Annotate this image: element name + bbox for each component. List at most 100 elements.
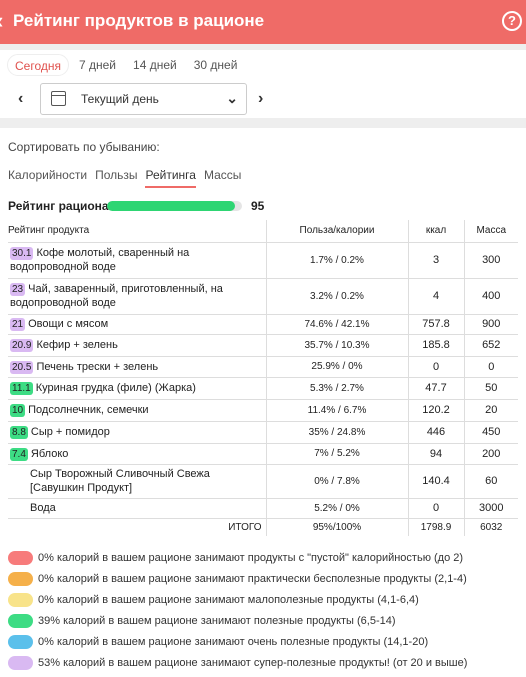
table-row: 20.5 Печень трески + зелень 25.9% / 0% 0 0 <box>8 355 518 377</box>
mass-cell: 60 <box>463 463 518 498</box>
kcal-cell: 3 <box>407 241 464 278</box>
diet-rating-fill <box>107 201 236 211</box>
rating-badge: 11.1 <box>10 382 33 395</box>
next-period-button[interactable]: › <box>258 90 264 107</box>
calendar-icon <box>51 91 66 106</box>
kcal-cell: 94 <box>407 442 464 464</box>
product-cell: 7.4 Яблоко <box>8 442 266 464</box>
app-header: ‹ Рейтинг продуктов в рационе ? <box>0 0 526 44</box>
legend-text: 0% калорий в вашем рационе занимают очен… <box>38 636 429 648</box>
legend-text: 39% калорий в вашем рационе занимают пол… <box>38 615 396 627</box>
legend-item: 0% калорий в вашем рационе занимают мало… <box>8 591 520 612</box>
rating-badge: 23 <box>10 283 26 296</box>
product-name: Кефир + зелень <box>36 339 118 351</box>
table-row: 8.8 Сыр + помидор 35% / 24.8% 446 450 <box>8 420 518 443</box>
table-row: 21 Овощи с мясом 74.6% / 42.1% 757.8 900 <box>8 313 518 334</box>
legend-swatch <box>8 614 33 628</box>
legend-swatch <box>8 551 33 565</box>
total-label: ИТОГО <box>8 517 266 536</box>
ratio-cell: 5.2% / 0% <box>265 497 408 518</box>
legend-item: 0% калорий в вашем рационе занимают прак… <box>8 570 520 591</box>
col-header-mass[interactable]: Масса <box>463 220 518 243</box>
product-cell: 20.9 Кефир + зелень <box>8 333 266 356</box>
legend-text: 53% калорий в вашем рационе занимают суп… <box>38 657 468 669</box>
legend-item: 53% калорий в вашем рационе занимают суп… <box>8 654 520 675</box>
mass-cell: 400 <box>463 277 518 314</box>
table-row: 7.4 Яблоко 7% / 5.2% 94 200 <box>8 442 518 464</box>
diet-rating-value: 95 <box>251 199 265 213</box>
total-row: ИТОГО 95%/100% 1798.9 6032 <box>8 517 518 536</box>
sort-tab[interactable]: Массы <box>203 168 242 182</box>
rating-badge: 20.9 <box>10 339 34 352</box>
ratio-cell: 3.2% / 0.2% <box>265 277 408 314</box>
product-name: Сыр + помидор <box>30 426 110 438</box>
kcal-cell: 4 <box>407 277 464 314</box>
table-row: 10 Подсолнечник, семечки 11.4% / 6.7% 120.2… <box>8 398 518 421</box>
chevron-left-icon[interactable]: ‹ <box>0 8 3 34</box>
table-row: 11.1 Куриная грудка (филе) (Жарка) 5.3% / … <box>8 376 518 399</box>
kcal-cell: 120.2 <box>407 398 464 421</box>
product-cell: 10 Подсолнечник, семечки <box>8 398 266 421</box>
sort-label: Сортировать по убыванию: <box>8 140 160 154</box>
period-tab[interactable]: 14 дней <box>133 58 177 72</box>
rating-badge: 10 <box>10 404 26 417</box>
mass-cell: 450 <box>463 420 518 443</box>
table-row: Вода 5.2% / 0% 0 3000 <box>8 497 518 518</box>
legend-text: 0% калорий в вашем рационе занимают мало… <box>38 594 419 606</box>
period-tab[interactable]: 30 дней <box>193 58 238 72</box>
table-row: 30.1 Кофе молотый, сваренный на водопрово… <box>8 241 518 278</box>
product-cell: Вода <box>8 497 266 518</box>
diet-rating-bar <box>107 201 242 211</box>
date-select-value: Текущий день <box>81 92 159 106</box>
period-tab[interactable]: Сегодня <box>7 54 69 76</box>
period-card: Сегодня 7 дней 14 дней 30 дней ‹ Текущий де… <box>0 50 526 118</box>
legend: 0% калорий в вашем рационе занимают прод… <box>8 549 520 675</box>
mass-cell: 652 <box>463 333 518 356</box>
rating-badge: 7.4 <box>10 447 28 461</box>
product-cell: 11.1 Куриная грудка (филе) (Жарка) <box>8 376 266 399</box>
product-name: Печень трески + зелень <box>36 360 159 373</box>
product-name: Куриная грудка (филе) (Жарка) <box>35 382 196 394</box>
kcal-cell: 185.8 <box>407 333 464 356</box>
product-name: Овощи с мясом <box>28 318 109 330</box>
legend-swatch <box>8 656 33 670</box>
col-header-rating[interactable]: Рейтинг продукта <box>8 220 266 243</box>
ratio-cell: 35.7% / 10.3% <box>265 333 408 356</box>
legend-swatch <box>8 572 33 586</box>
rating-badge: 8.8 <box>10 426 28 439</box>
prev-period-button[interactable]: ‹ <box>18 90 24 107</box>
ratio-cell: 74.6% / 42.1% <box>265 313 408 334</box>
sort-tab[interactable]: Пользы <box>95 168 138 182</box>
mass-cell: 50 <box>463 376 518 399</box>
ratio-cell: 0% / 7.8% <box>265 463 408 498</box>
rating-badge: 21 <box>10 318 26 331</box>
kcal-cell: 757.8 <box>407 313 464 334</box>
product-name: Вода <box>30 502 56 514</box>
page-title: Рейтинг продуктов в рационе <box>13 11 265 30</box>
col-header-ratio[interactable]: Польза/калории <box>265 220 408 243</box>
table-row: Сыр Творожный Сливочный Свежа [Савушкин … <box>8 463 518 498</box>
ratio-cell: 1.7% / 0.2% <box>265 241 408 278</box>
product-cell: Сыр Творожный Сливочный Свежа [Савушкин … <box>8 463 266 498</box>
question-icon[interactable]: ? <box>502 11 522 31</box>
rating-badge: 20.5 <box>10 360 34 374</box>
product-name: Кофе молотый, сваренный на водопроводной… <box>10 247 190 273</box>
product-cell: 30.1 Кофе молотый, сваренный на водопрово… <box>8 241 266 278</box>
product-name: Яблоко <box>30 447 69 460</box>
mass-cell: 0 <box>463 355 518 377</box>
product-cell: 20.5 Печень трески + зелень <box>8 355 266 377</box>
sort-tab[interactable]: Калорийности <box>8 168 88 182</box>
period-tab[interactable]: 7 дней <box>79 58 117 72</box>
rating-badge: 30.1 <box>10 247 34 260</box>
kcal-cell: 47.7 <box>407 376 464 399</box>
product-name: Подсолнечник, семечки <box>28 404 149 416</box>
sort-tab[interactable]: Рейтинга <box>145 168 196 188</box>
col-header-kcal[interactable]: ккал <box>407 220 464 243</box>
date-select[interactable]: Текущий день ⌄ <box>40 83 247 115</box>
product-name: Сыр Творожный Сливочный Свежа [Савушкин … <box>30 468 210 494</box>
table-row: 23 Чай, заваренный, приготовленный, на во… <box>8 277 518 314</box>
ratio-cell: 35% / 24.8% <box>265 420 408 443</box>
ratio-cell: 7% / 5.2% <box>265 442 408 464</box>
total-ratio: 95%/100% <box>265 517 408 536</box>
table-header-row: Рейтинг продукта Польза/калории ккал Мас… <box>8 220 518 243</box>
